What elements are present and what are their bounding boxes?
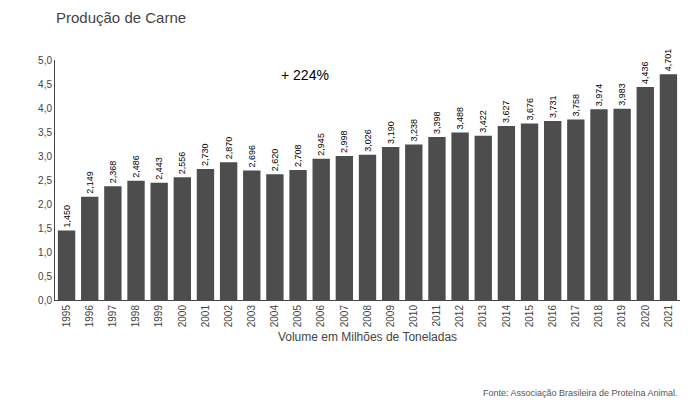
svg-text:3,398: 3,398: [432, 111, 442, 134]
svg-text:1999: 1999: [153, 305, 164, 328]
svg-text:2,730: 2,730: [200, 143, 210, 166]
svg-text:2000: 2000: [177, 305, 188, 328]
svg-text:2001: 2001: [200, 305, 211, 328]
svg-text:3,0: 3,0: [38, 151, 52, 162]
svg-text:2,556: 2,556: [177, 152, 187, 175]
svg-text:1,0: 1,0: [38, 247, 52, 258]
svg-text:4,436: 4,436: [640, 62, 650, 85]
svg-text:3,190: 3,190: [386, 121, 396, 144]
svg-text:2008: 2008: [362, 305, 373, 328]
svg-text:2,0: 2,0: [38, 199, 52, 210]
svg-text:2016: 2016: [547, 305, 558, 328]
svg-text:2013: 2013: [477, 305, 488, 328]
svg-text:+ 224%: + 224%: [281, 67, 329, 83]
svg-text:2005: 2005: [292, 305, 303, 328]
svg-text:4,0: 4,0: [38, 103, 52, 114]
svg-text:2,945: 2,945: [316, 133, 326, 156]
svg-text:Fonte: Associação Brasileira d: Fonte: Associação Brasileira de Proteína…: [483, 388, 678, 398]
svg-text:3,026: 3,026: [363, 129, 373, 152]
svg-text:3,627: 3,627: [501, 100, 511, 123]
svg-text:Volume em Milhões de Toneladas: Volume em Milhões de Toneladas: [278, 330, 457, 344]
svg-text:Produção de Carne: Produção de Carne: [56, 9, 186, 26]
svg-text:1,450: 1,450: [62, 205, 72, 228]
svg-text:3,422: 3,422: [478, 110, 488, 133]
svg-text:1,5: 1,5: [38, 223, 52, 234]
svg-text:1998: 1998: [130, 305, 141, 328]
svg-text:3,238: 3,238: [409, 119, 419, 142]
svg-text:2,5: 2,5: [38, 175, 52, 186]
svg-text:2,708: 2,708: [293, 144, 303, 167]
svg-text:2,620: 2,620: [270, 149, 280, 172]
svg-text:2012: 2012: [454, 305, 465, 328]
svg-text:2,149: 2,149: [85, 171, 95, 194]
svg-text:3,983: 3,983: [617, 83, 627, 106]
svg-text:2010: 2010: [408, 305, 419, 328]
svg-text:1996: 1996: [84, 305, 95, 328]
svg-text:2,443: 2,443: [154, 157, 164, 180]
svg-text:2,870: 2,870: [224, 137, 234, 160]
svg-text:3,758: 3,758: [571, 94, 581, 117]
svg-text:2006: 2006: [315, 305, 326, 328]
svg-text:5,0: 5,0: [38, 55, 52, 66]
svg-text:2003: 2003: [246, 305, 257, 328]
svg-text:2019: 2019: [616, 305, 627, 328]
svg-text:2020: 2020: [640, 305, 651, 328]
svg-text:2002: 2002: [223, 305, 234, 328]
svg-text:2015: 2015: [524, 305, 535, 328]
svg-text:2,368: 2,368: [108, 161, 118, 184]
svg-text:2,696: 2,696: [247, 145, 257, 168]
svg-text:2017: 2017: [570, 305, 581, 328]
svg-text:2014: 2014: [501, 305, 512, 328]
svg-text:3,5: 3,5: [38, 127, 52, 138]
svg-text:2,998: 2,998: [339, 131, 349, 154]
svg-text:2007: 2007: [339, 305, 350, 328]
svg-text:1997: 1997: [107, 305, 118, 328]
svg-text:2,486: 2,486: [131, 155, 141, 178]
svg-text:4,5: 4,5: [38, 79, 52, 90]
svg-text:2011: 2011: [431, 305, 442, 327]
svg-text:2004: 2004: [269, 305, 280, 328]
svg-text:4,701: 4,701: [663, 49, 673, 72]
svg-text:0,5: 0,5: [38, 271, 52, 282]
svg-text:3,676: 3,676: [525, 98, 535, 121]
svg-text:2018: 2018: [593, 305, 604, 328]
svg-text:1995: 1995: [61, 305, 72, 328]
svg-text:3,731: 3,731: [548, 95, 558, 118]
svg-text:3,488: 3,488: [455, 107, 465, 130]
svg-text:2021: 2021: [663, 305, 674, 328]
svg-text:2009: 2009: [385, 305, 396, 328]
svg-text:3,974: 3,974: [594, 84, 604, 107]
svg-text:0,0: 0,0: [38, 295, 52, 306]
